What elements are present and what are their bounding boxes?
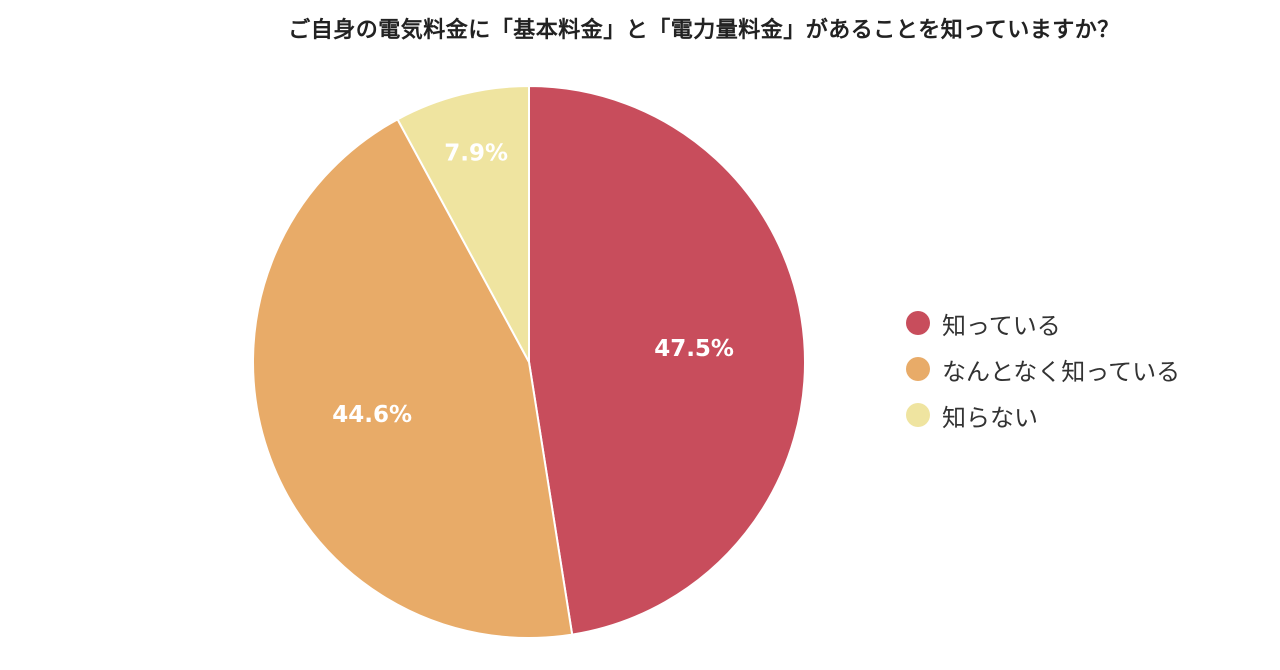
pie-slice-label-1: 44.6% [332,402,412,428]
pie-slice-0[interactable] [528,84,806,636]
legend-label-0: 知っている [942,311,1061,340]
legend: 知っている なんとなく知っている 知らない [906,300,1180,438]
legend-item-2[interactable]: 知らない [906,392,1180,438]
legend-label-2: 知らない [942,403,1038,432]
legend-swatch-1 [906,357,930,381]
pie-slice-1[interactable] [252,117,574,639]
legend-label-1: なんとなく知っている [942,357,1181,386]
chart-title: ご自身の電気料金に「基本料金」と「電力量料金」があることを知っていますか？ [288,18,1120,43]
legend-item-0[interactable]: 知っている [906,300,1180,346]
pie-labels: 47.5% 44.6% 7.9% [332,140,734,428]
legend-swatch-0 [906,311,930,335]
pie-slices [252,84,806,639]
pie-slice-label-0: 47.5% [654,336,734,362]
pie-slice-2[interactable] [396,84,530,363]
legend-item-1[interactable]: なんとなく知っている [906,346,1180,392]
legend-swatch-2 [906,403,930,427]
pie-slice-label-2: 7.9% [444,140,508,166]
